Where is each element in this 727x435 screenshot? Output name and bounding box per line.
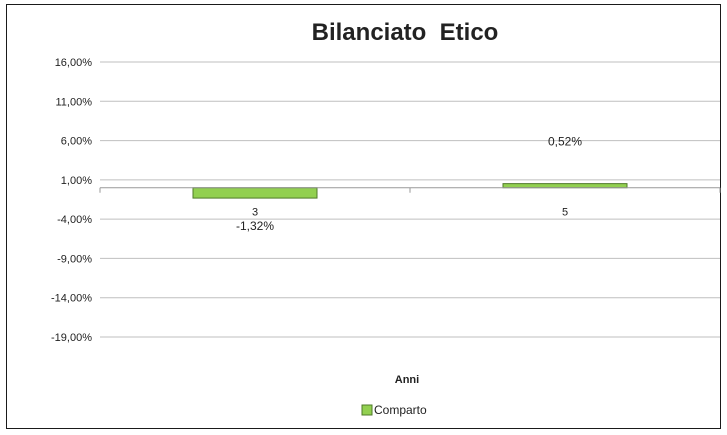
y-tick-label: 16,00%: [55, 57, 93, 69]
category-label: 5: [562, 207, 568, 219]
y-axis-ticks: 16,00% 11,00% 6,00% 1,00% -4,00% -9,00% -14,00…: [51, 57, 92, 344]
legend-swatch: [361, 404, 373, 416]
legend-label-comparto: Comparto: [374, 403, 427, 417]
y-tick-label: -4,00%: [57, 214, 92, 226]
y-tick-label: 11,00%: [56, 96, 93, 108]
data-label: -1,32%: [236, 219, 274, 233]
chart-title: Bilanciato Etico: [312, 19, 499, 46]
data-labels: -1,32% 0,52%: [236, 135, 582, 233]
bar-comparto-3: [192, 187, 318, 199]
chart-frame: [6, 4, 721, 429]
y-tick-label: 6,00%: [61, 136, 92, 148]
y-tick-label: -19,00%: [51, 332, 92, 344]
legend: Comparto: [361, 403, 427, 417]
y-tick-label: -9,00%: [57, 253, 92, 265]
y-tick-label: 1,00%: [61, 175, 92, 187]
gridlines: [100, 61, 720, 338]
x-axis: [99, 187, 721, 193]
data-label: 0,52%: [548, 135, 582, 149]
bar-comparto-5: [502, 183, 628, 189]
category-label: 3: [252, 207, 258, 219]
y-tick-label: -14,00%: [51, 293, 92, 305]
x-axis-title: Anni: [395, 374, 419, 386]
